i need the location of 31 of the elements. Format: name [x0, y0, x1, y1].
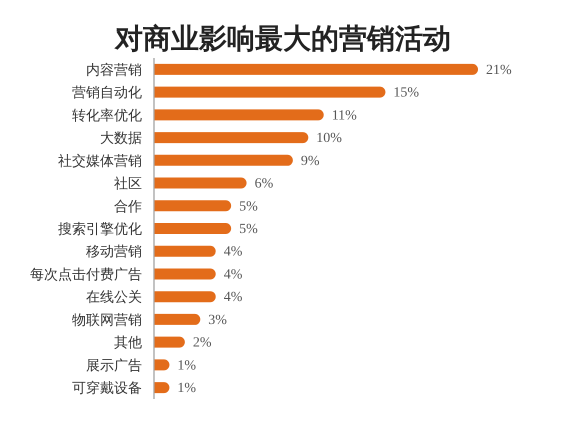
value-label: 21% [486, 62, 512, 78]
category-label: 营销自动化 [72, 85, 142, 102]
value-label: 9% [300, 154, 320, 169]
value-label: 3% [208, 312, 227, 328]
value-label: 1% [177, 358, 196, 374]
category-label: 社区 [114, 176, 142, 192]
title: 对商业影响最大的营销活动 [115, 22, 451, 55]
category-label: 搜索引擎优化 [58, 222, 142, 238]
category-label: 内容营销 [86, 62, 142, 78]
value-label: 15% [393, 86, 420, 101]
category-label: 可穿戴设备 [72, 380, 142, 397]
value-label: 5% [239, 199, 258, 214]
category-label: 每次点击付费广告 [30, 266, 142, 283]
category-label: 大数据 [100, 130, 142, 147]
value-label: 6% [254, 176, 274, 192]
category-label: 社交媒体营销 [58, 153, 142, 170]
value-label: 2% [192, 336, 212, 351]
value-label: 1% [177, 381, 196, 396]
category-label: 展示广告 [86, 358, 142, 374]
value-label: 4% [224, 244, 242, 260]
category-label: 在线公关 [86, 290, 142, 306]
category-label: 合作 [114, 198, 142, 215]
value-label: 4% [224, 290, 242, 306]
value-label: 11% [332, 108, 357, 124]
category-label: 物联网营销 [72, 312, 142, 328]
category-label: 转化率优化 [72, 108, 142, 124]
value-label: 4% [224, 267, 242, 282]
category-label: 移动营销 [86, 244, 142, 260]
value-label: 5% [239, 222, 258, 237]
value-label: 10% [316, 131, 342, 146]
category-label: 其他 [114, 335, 142, 352]
